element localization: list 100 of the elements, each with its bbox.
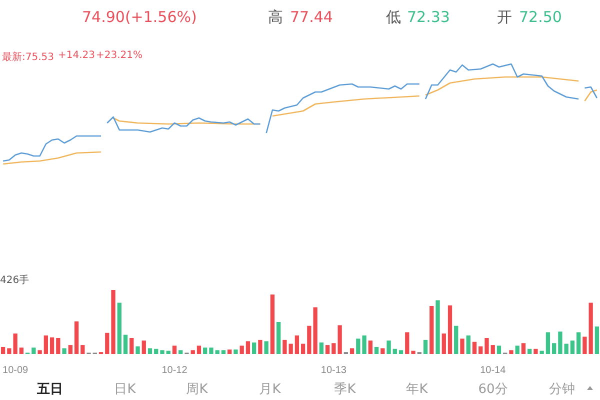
bar — [576, 332, 581, 354]
bar — [209, 348, 214, 354]
bar — [252, 342, 256, 354]
bar — [166, 350, 170, 354]
bar — [570, 340, 575, 354]
bar — [521, 343, 526, 354]
bar — [423, 340, 428, 354]
bar — [448, 305, 452, 354]
bar — [325, 345, 330, 354]
bar — [19, 348, 24, 354]
bar — [148, 348, 152, 354]
text: 季K — [334, 381, 356, 398]
bar — [392, 348, 397, 354]
bar — [136, 346, 140, 354]
bar — [546, 332, 550, 354]
bar — [374, 346, 379, 354]
text: 分钟 — [549, 381, 575, 398]
bar — [466, 335, 470, 354]
bar — [264, 341, 268, 354]
text: 年K — [406, 381, 428, 398]
text: +14.23 — [58, 50, 96, 61]
text: 最新:75.53 — [2, 50, 54, 64]
bar — [356, 338, 360, 354]
bar — [44, 335, 48, 354]
text: 低 — [386, 8, 401, 27]
text: 74.90(+1.56%) — [82, 8, 197, 26]
x-tick-label: 10-14 — [480, 364, 506, 376]
bar — [142, 340, 146, 354]
bar — [56, 338, 60, 354]
text: 77.44 — [290, 8, 333, 26]
bar — [436, 300, 440, 354]
bar — [405, 332, 410, 354]
bar — [442, 334, 446, 354]
bar — [221, 350, 226, 354]
bar — [68, 345, 72, 354]
bar — [276, 322, 281, 354]
text: 日K — [114, 381, 136, 398]
bar — [534, 348, 538, 354]
bar — [196, 346, 202, 354]
bar — [528, 348, 532, 354]
bar — [411, 350, 416, 354]
bar — [50, 337, 54, 354]
bar — [203, 348, 208, 354]
x-tick-label: 10-13 — [320, 364, 347, 376]
x-tick-label: 10-12 — [162, 364, 188, 376]
bar — [300, 344, 306, 354]
text: 周K — [186, 381, 208, 398]
bar — [540, 350, 544, 354]
bar — [472, 342, 477, 354]
text: 月K — [259, 381, 281, 398]
bar — [130, 338, 134, 354]
text: 高 — [268, 8, 283, 27]
bar — [350, 348, 354, 354]
bar — [478, 346, 483, 354]
bar — [509, 350, 514, 354]
bar — [74, 321, 79, 354]
bar — [386, 340, 391, 354]
bar — [496, 346, 502, 354]
bar — [484, 338, 489, 354]
bar — [380, 348, 385, 354]
bar — [362, 335, 366, 354]
bar — [240, 346, 244, 354]
text: 72.33 — [407, 8, 450, 26]
bar — [228, 350, 232, 354]
bar — [454, 326, 458, 354]
bar — [105, 332, 110, 354]
bar — [246, 341, 250, 354]
bar — [0, 346, 6, 354]
bar — [111, 290, 116, 354]
bar — [594, 326, 600, 354]
text: 开 — [497, 8, 512, 27]
bar — [319, 342, 324, 354]
bar — [430, 306, 434, 354]
bar — [38, 350, 42, 354]
bar — [215, 350, 220, 354]
bar — [234, 350, 238, 354]
bar — [62, 348, 66, 354]
bar — [32, 348, 36, 354]
text: 72.50 — [519, 8, 562, 26]
bar — [160, 350, 164, 354]
bar — [460, 338, 464, 354]
bar — [368, 340, 372, 354]
bar — [154, 348, 158, 354]
bar — [117, 302, 122, 354]
x-tick-label: 10-09 — [2, 364, 29, 376]
bar — [270, 294, 275, 354]
text: 426手 — [0, 274, 30, 287]
bar — [123, 334, 128, 354]
bar — [178, 350, 183, 354]
bar — [552, 343, 556, 354]
text: +23.21% — [96, 50, 143, 61]
bar — [172, 346, 177, 354]
bar — [515, 346, 520, 354]
bar — [190, 350, 195, 354]
bar — [398, 350, 404, 354]
bar — [80, 345, 85, 354]
bar — [258, 340, 262, 354]
text: 五日 — [37, 381, 63, 398]
bar — [490, 345, 495, 354]
bar — [294, 335, 300, 354]
